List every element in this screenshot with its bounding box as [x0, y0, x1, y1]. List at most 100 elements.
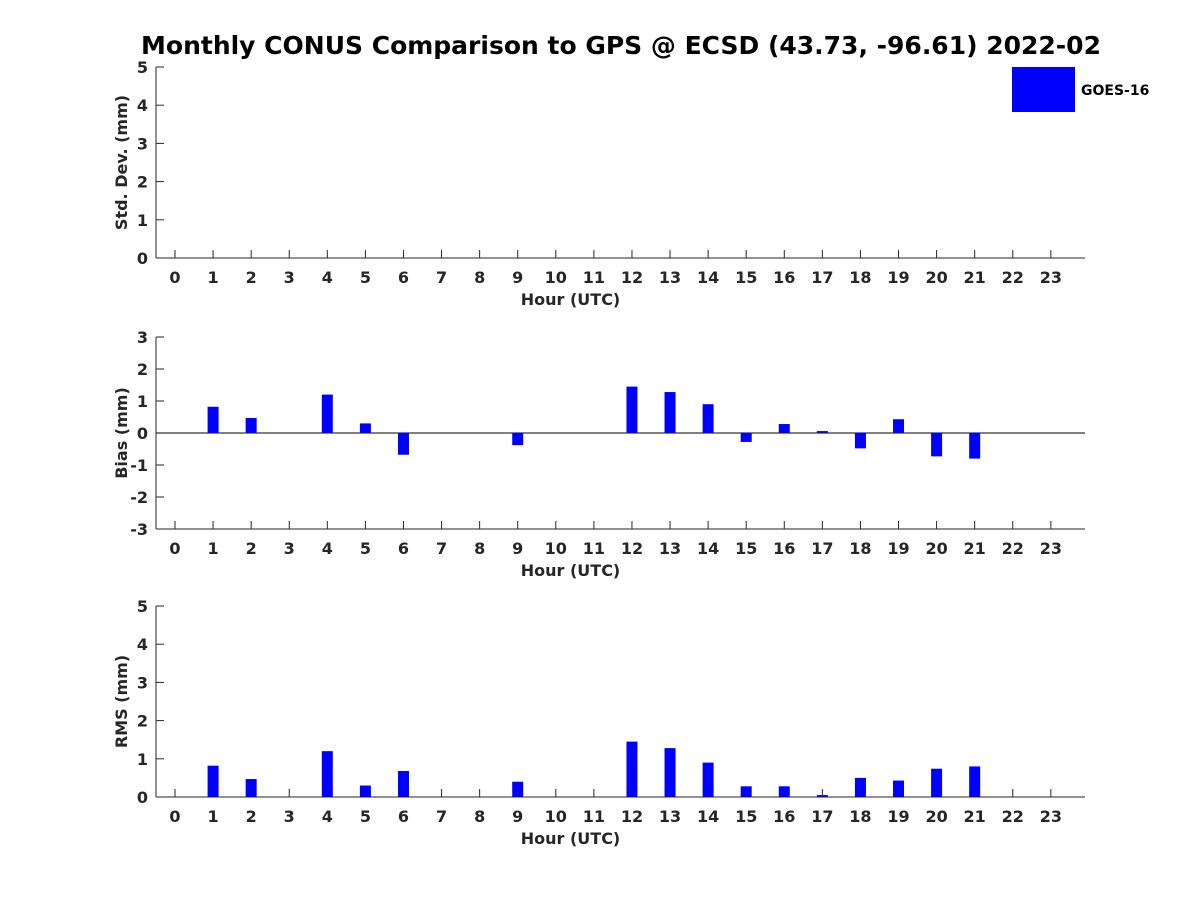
bar: [854, 433, 866, 449]
x-tick-label: 21: [964, 268, 986, 287]
x-tick-label: 19: [887, 539, 909, 558]
y-tick-label: 3: [137, 673, 148, 692]
y-tick-label: -1: [130, 456, 148, 475]
x-tick-label: 13: [659, 807, 681, 826]
bar: [854, 777, 866, 797]
x-tick-label: 13: [659, 268, 681, 287]
x-tick-label: 7: [436, 268, 447, 287]
x-tick-label: 16: [773, 807, 795, 826]
x-tick-label: 9: [512, 807, 523, 826]
y-tick-label: -2: [130, 488, 148, 507]
bar: [626, 386, 638, 433]
y-axis-label: Std. Dev. (mm): [112, 95, 131, 230]
y-tick-label: 1: [137, 392, 148, 411]
bar: [778, 786, 790, 797]
x-tick-label: 4: [322, 807, 333, 826]
x-tick-label: 11: [583, 539, 605, 558]
bar: [740, 433, 752, 442]
bar: [931, 768, 943, 797]
y-tick-label: 5: [137, 597, 148, 616]
x-tick-label: 12: [621, 268, 643, 287]
bar: [664, 392, 676, 433]
x-tick-label: 1: [208, 268, 219, 287]
bar: [512, 433, 524, 446]
bar: [702, 404, 714, 433]
x-tick-label: 9: [512, 268, 523, 287]
x-tick-label: 14: [697, 268, 719, 287]
x-tick-label: 21: [964, 539, 986, 558]
legend: GOES-16: [1012, 67, 1149, 112]
x-axis-label: Hour (UTC): [521, 829, 621, 848]
bar: [359, 423, 371, 433]
x-tick-label: 10: [545, 807, 567, 826]
chart-title: Monthly CONUS Comparison to GPS @ ECSD (…: [141, 31, 1101, 60]
bar: [969, 433, 981, 459]
x-tick-label: 1: [208, 807, 219, 826]
legend-swatch: [1012, 67, 1075, 112]
x-tick-label: 22: [1002, 268, 1024, 287]
x-tick-label: 15: [735, 268, 757, 287]
y-tick-label: 2: [137, 712, 148, 731]
x-tick-label: 23: [1040, 807, 1062, 826]
bar: [321, 751, 333, 797]
x-axis-label: Hour (UTC): [521, 290, 621, 309]
y-tick-label: 1: [137, 750, 148, 769]
x-tick-label: 20: [925, 807, 947, 826]
x-tick-label: 6: [398, 268, 409, 287]
bar: [245, 417, 257, 433]
bar: [512, 781, 524, 797]
x-tick-label: 22: [1002, 807, 1024, 826]
x-tick-label: 2: [246, 268, 257, 287]
x-tick-label: 16: [773, 539, 795, 558]
x-tick-label: 0: [169, 268, 180, 287]
x-tick-label: 14: [697, 807, 719, 826]
x-tick-label: 1: [208, 539, 219, 558]
bar: [893, 419, 905, 433]
bar: [969, 766, 981, 797]
x-tick-label: 13: [659, 539, 681, 558]
y-tick-label: -3: [130, 520, 148, 539]
y-axis-label: Bias (mm): [112, 387, 131, 479]
x-tick-label: 23: [1040, 539, 1062, 558]
y-tick-label: 2: [137, 173, 148, 192]
bar: [321, 394, 333, 433]
x-tick-label: 5: [360, 268, 371, 287]
bar: [397, 771, 409, 797]
y-tick-label: 2: [137, 360, 148, 379]
x-tick-label: 19: [887, 268, 909, 287]
x-tick-label: 2: [246, 539, 257, 558]
y-tick-label: 0: [137, 788, 148, 807]
y-tick-label: 0: [137, 249, 148, 268]
y-tick-label: 3: [137, 134, 148, 153]
x-tick-label: 8: [474, 807, 485, 826]
x-tick-label: 17: [811, 539, 833, 558]
x-tick-label: 15: [735, 539, 757, 558]
x-tick-label: 18: [849, 539, 871, 558]
y-axis-label: RMS (mm): [112, 655, 131, 748]
x-tick-label: 5: [360, 539, 371, 558]
x-tick-label: 20: [925, 539, 947, 558]
x-tick-label: 20: [925, 268, 947, 287]
x-tick-label: 15: [735, 807, 757, 826]
x-tick-label: 3: [284, 807, 295, 826]
bar: [778, 424, 790, 433]
bar: [626, 741, 638, 797]
bar: [207, 406, 219, 433]
x-tick-label: 6: [398, 539, 409, 558]
bar: [397, 433, 409, 455]
x-tick-label: 9: [512, 539, 523, 558]
bar: [893, 780, 905, 797]
x-tick-label: 11: [583, 268, 605, 287]
x-tick-label: 5: [360, 807, 371, 826]
legend-label: GOES-16: [1081, 83, 1149, 99]
x-tick-label: 22: [1002, 539, 1024, 558]
bar: [816, 795, 828, 797]
bar: [245, 779, 257, 797]
x-tick-label: 10: [545, 268, 567, 287]
y-tick-label: 4: [137, 96, 148, 115]
x-tick-label: 12: [621, 807, 643, 826]
